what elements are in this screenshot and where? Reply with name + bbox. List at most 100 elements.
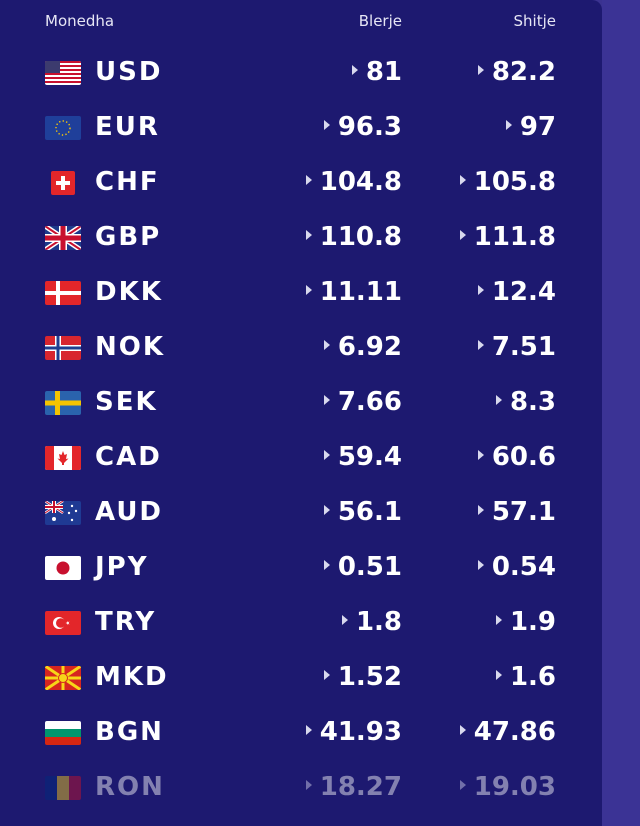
au-flag-icon [45,501,81,525]
sell-value: 60.6 [491,442,556,472]
sell-value: 57.1 [491,497,556,527]
caret-right-icon [323,119,330,130]
rate-row-bgn: BGN 41.93 47.86 [0,705,602,760]
sell-value: 47.86 [473,717,556,747]
sell-rate: 111.8 [459,221,556,253]
sell-rate: 105.8 [459,166,556,198]
caret-right-icon [477,504,484,515]
rate-row-aud: AUD 56.1 57.1 [0,485,602,540]
ro-flag-icon [45,776,81,800]
buy-rate: 96.3 [323,111,402,143]
caret-right-icon [305,724,312,735]
buy-rate: 59.4 [323,441,402,473]
sell-rate: 47.86 [459,716,556,748]
buy-rate: 1.8 [341,606,402,638]
currency-code: MKD [95,662,169,692]
currency-code: JPY [95,552,149,582]
caret-right-icon [305,229,312,240]
buy-rate: 11.11 [305,276,402,308]
buy-value: 41.93 [319,717,402,747]
caret-right-icon [323,394,330,405]
rate-row-chf: CHF 104.8 105.8 [0,155,602,210]
table-header: Monedha Blerje Shitje [0,12,602,34]
currency-code: DKK [95,277,163,307]
buy-value: 110.8 [319,222,402,252]
currency-code: RON [95,772,165,802]
no-flag-icon [45,336,81,360]
rate-row-sek: SEK 7.66 8.3 [0,375,602,430]
caret-right-icon [323,669,330,680]
sell-rate: 1.9 [495,606,556,638]
sell-value: 97 [519,112,556,142]
rate-row-eur: EUR 96.3 97 [0,100,602,155]
bg-flag-icon [45,721,81,745]
caret-right-icon [341,614,348,625]
sell-value: 7.51 [491,332,556,362]
rate-row-gbp: GBP 110.8 111.8 [0,210,602,265]
caret-right-icon [477,449,484,460]
ch-flag-icon [51,171,75,195]
caret-right-icon [477,559,484,570]
sell-rate: 8.3 [495,386,556,418]
dk-flag-icon [45,281,81,305]
rate-row-usd: USD 81 82.2 [0,45,602,100]
mk-flag-icon [45,666,81,690]
caret-right-icon [323,449,330,460]
buy-value: 0.51 [337,552,402,582]
us-flag-icon [45,61,81,85]
sell-value: 105.8 [473,167,556,197]
buy-rate: 56.1 [323,496,402,528]
sell-value: 8.3 [509,387,556,417]
currency-code: EUR [95,112,160,142]
sell-rate: 60.6 [477,441,556,473]
buy-rate: 0.51 [323,551,402,583]
sell-value: 19.03 [473,772,556,802]
caret-right-icon [305,174,312,185]
rate-row-try: TRY 1.8 1.9 [0,595,602,650]
buy-rate: 6.92 [323,331,402,363]
rate-row-cad: CAD 59.4 60.6 [0,430,602,485]
rate-row-dkk: DKK 11.11 12.4 [0,265,602,320]
buy-value: 96.3 [337,112,402,142]
sell-rate: 82.2 [477,56,556,88]
sell-rate: 19.03 [459,771,556,803]
buy-value: 1.52 [337,662,402,692]
right-edge-strip [602,0,640,826]
currency-code: BGN [95,717,164,747]
buy-value: 6.92 [337,332,402,362]
caret-right-icon [495,614,502,625]
buy-rate: 41.93 [305,716,402,748]
sell-rate: 0.54 [477,551,556,583]
header-currency: Monedha [45,12,115,30]
sell-value: 1.6 [509,662,556,692]
exchange-rate-panel: Monedha Blerje Shitje USD 81 82.2 [0,0,602,826]
caret-right-icon [323,504,330,515]
sell-rate: 1.6 [495,661,556,693]
buy-value: 7.66 [337,387,402,417]
buy-value: 104.8 [319,167,402,197]
sell-value: 12.4 [491,277,556,307]
gb-flag-icon [45,226,81,250]
sell-value: 0.54 [491,552,556,582]
buy-rate: 7.66 [323,386,402,418]
buy-value: 81 [365,57,402,87]
currency-code: TRY [95,607,157,637]
caret-right-icon [459,724,466,735]
buy-value: 11.11 [319,277,402,307]
buy-rate: 110.8 [305,221,402,253]
currency-code: CAD [95,442,162,472]
caret-right-icon [459,229,466,240]
currency-code: SEK [95,387,158,417]
caret-right-icon [323,559,330,570]
caret-right-icon [477,284,484,295]
rate-row-nok: NOK 6.92 7.51 [0,320,602,375]
sell-value: 82.2 [491,57,556,87]
caret-right-icon [305,284,312,295]
se-flag-icon [45,391,81,415]
buy-value: 18.27 [319,772,402,802]
buy-rate: 18.27 [305,771,402,803]
sell-rate: 7.51 [477,331,556,363]
eu-flag-icon [45,116,81,140]
jp-flag-icon [45,556,81,580]
caret-right-icon [495,394,502,405]
